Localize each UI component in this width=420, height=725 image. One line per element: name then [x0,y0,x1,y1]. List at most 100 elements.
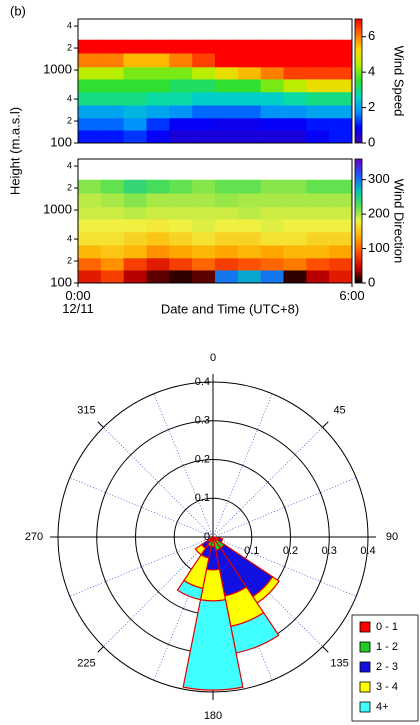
heatmap-cell [169,118,193,131]
legend-label: 1 - 2 [376,641,398,653]
heatmap-cell [146,258,170,271]
heatmap-cell [260,91,284,106]
heatmap-cell [146,105,170,119]
plot-frame [77,18,353,144]
heatmap-cell [169,258,193,271]
heatmap-cell [78,105,102,119]
r-tick-label: 0.2 [283,545,298,557]
heatmap-cell [306,91,330,106]
theta-tick-label: 90 [386,531,398,543]
heatmap-cell [306,231,330,246]
heatmap-cell [78,130,102,144]
heatmap-cell [329,39,353,54]
heatmap-cell [283,219,307,233]
theta-tick [97,646,104,653]
heatmap-cell [100,193,124,208]
heatmap-cell [78,66,102,80]
heatmap-cell [78,79,102,93]
heatmap-cell [215,53,239,68]
heatmap-cell [100,179,124,194]
heatmap-cell [306,130,330,144]
heatmap-cell [329,245,353,259]
heatmap-cell [100,130,124,144]
heatmap-cell [329,130,353,144]
r-tick-label: 0.3 [322,545,337,557]
heatmap-cell [169,66,193,80]
heatmap-cell [283,79,307,93]
spoke [212,477,357,538]
heatmap-cell [306,258,330,271]
theta-tick [97,421,104,428]
heatmap-cell [100,206,124,220]
y-axis-label: Height (m.a.s.l) [7,107,22,195]
heatmap-cell [192,245,216,259]
heatmap-cell [123,53,147,68]
heatmap-cell [237,193,261,208]
heatmap-cell [123,91,147,106]
heatmap-cell [283,193,307,208]
heatmap-cell [329,270,353,284]
heatmap-cell [192,206,216,220]
heatmap-cell [215,39,239,54]
heatmap-cell [192,130,216,144]
heatmap-cell [260,105,284,119]
heatmap-cell [78,118,102,131]
heatmap-cell [283,53,307,68]
heatmap-cell [169,179,193,194]
x-tick-label: 0:00 12/11 [62,288,94,316]
r-tick-label: 0.4 [360,545,375,557]
heatmap-cell [146,270,170,284]
heatmap-cell [283,179,307,194]
heatmap-cell [146,66,170,80]
legend-swatch [359,681,371,693]
heatmap-cell [192,39,216,54]
theta-tick [322,646,329,653]
heatmap-cell [283,105,307,119]
heatmap-cell [215,105,239,119]
heatmap-cell [100,245,124,259]
heatmap-cell [215,206,239,220]
theta-tick [322,421,329,428]
y-tick-label: 1000 [43,201,72,216]
heatmap-cell [306,39,330,54]
y-tick-label: 2 [67,255,72,265]
heatmap-cell [237,231,261,246]
heatmap-cell [169,53,193,68]
rose-segment [182,599,244,691]
heatmap-cell [237,245,261,259]
spoke [212,427,323,538]
y-tick-label: 2 [67,115,72,125]
heatmap-cell [78,231,102,246]
r-tick-label: 0.3 [195,415,210,427]
heatmap-cell [237,130,261,144]
heatmap-cell [215,118,239,131]
heatmap-cell [78,91,102,106]
legend-label: 2 - 3 [376,661,398,673]
heatmap-cell [123,130,147,144]
heatmap-cell [100,258,124,271]
heatmap-cell [215,130,239,144]
heatmap-cell [283,245,307,259]
colorbar-label: Wind Direction [392,179,407,264]
heatmap-cell [306,79,330,93]
heatmap-cell [306,270,330,284]
theta-tick-label: 180 [204,710,222,722]
heatmap-cell [237,179,261,194]
heatmap-cell [329,206,353,220]
heatmap-cell [237,79,261,93]
spoke [212,536,323,647]
heatmap-cell [283,130,307,144]
heatmap-cell [306,219,330,233]
legend-label: 4+ [376,701,389,713]
heatmap-cell [123,206,147,220]
heatmap-cell [169,231,193,246]
heatmap-cell [237,258,261,271]
heatmap-cell [78,219,102,233]
colorbar-tick-label: 0 [368,134,375,149]
heatmap-cell [146,118,170,131]
legend-label: 0 - 1 [376,621,398,633]
heatmap-cell [192,66,216,80]
heatmap-cell [260,66,284,80]
heatmap-cell [169,206,193,220]
heatmap-cell [169,245,193,259]
